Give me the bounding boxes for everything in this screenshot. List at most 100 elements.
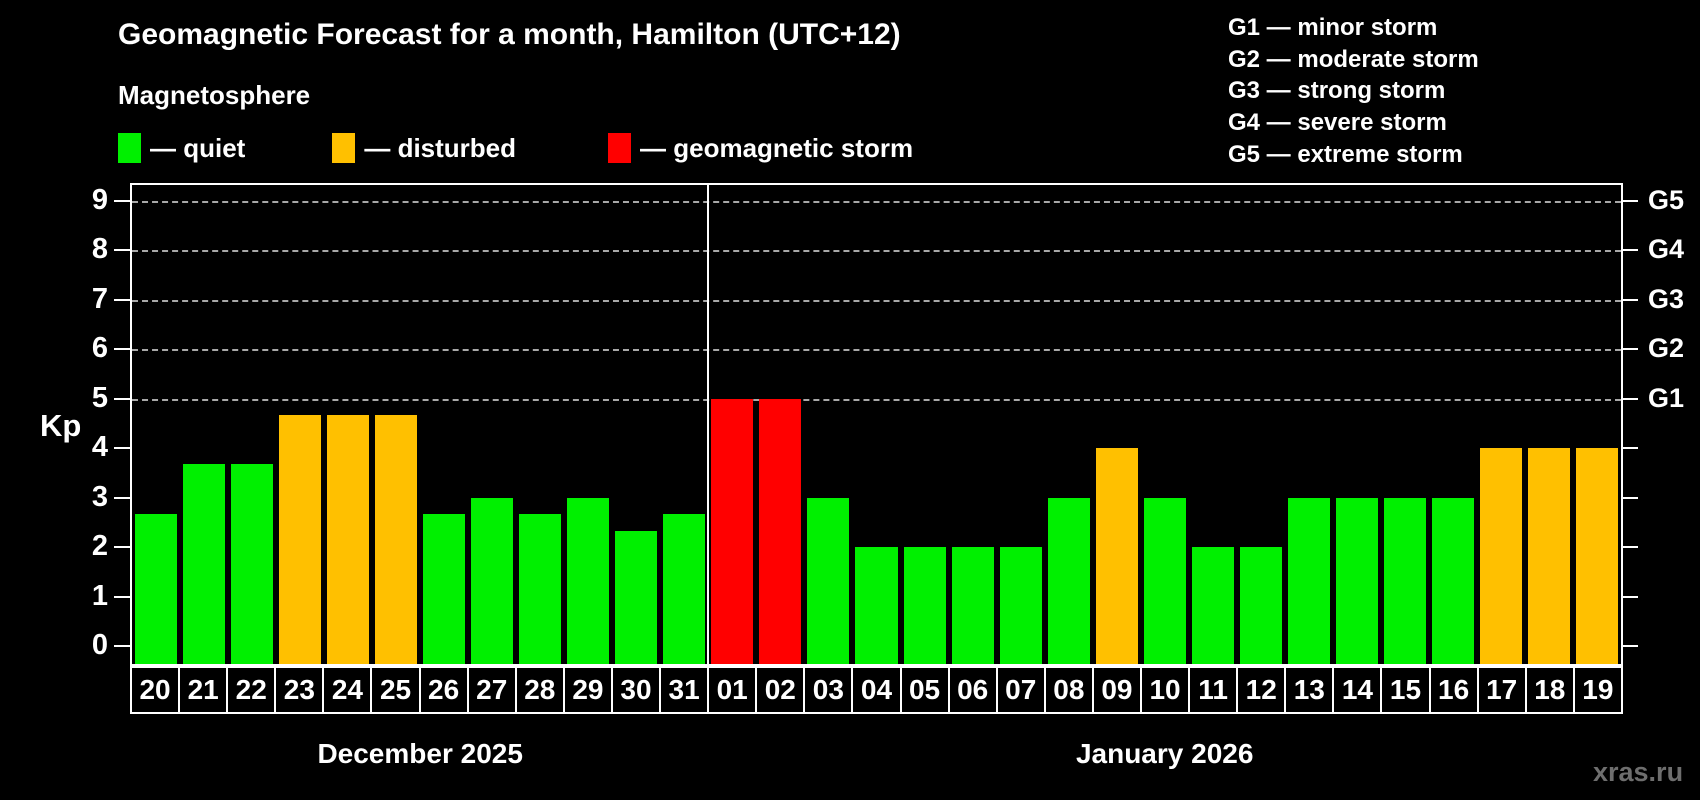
gridline-kp-6 bbox=[132, 349, 1621, 351]
day-cell-23: 23 bbox=[274, 668, 322, 712]
y-axis-title: Kp bbox=[40, 408, 82, 443]
day-cell-15: 15 bbox=[1380, 668, 1428, 712]
day-cell-02: 02 bbox=[755, 668, 803, 712]
day-cell-31: 31 bbox=[659, 668, 707, 712]
day-cell-05: 05 bbox=[899, 668, 948, 712]
kp-bar-day-10 bbox=[1143, 497, 1186, 664]
quiet-legend-label: — quiet bbox=[150, 132, 246, 163]
storm-color-swatch bbox=[608, 133, 632, 163]
left-tick-kp-0 bbox=[114, 645, 130, 647]
day-cell-25: 25 bbox=[370, 668, 418, 712]
left-tick-kp-2 bbox=[114, 546, 130, 548]
left-tick-kp-9 bbox=[114, 199, 130, 202]
day-cell-10: 10 bbox=[1139, 668, 1188, 712]
kp-bar-day-03 bbox=[807, 497, 850, 664]
g-legend-line: G4 — severe storm bbox=[1228, 109, 1447, 137]
gridline-kp-5 bbox=[132, 398, 1621, 401]
kp-bar-day-27 bbox=[471, 497, 514, 664]
g-scale-label-G2: G2 bbox=[1648, 333, 1685, 363]
day-cell-30: 30 bbox=[610, 668, 659, 712]
g-scale-label-G1: G1 bbox=[1648, 382, 1685, 413]
kp-bar-day-02 bbox=[759, 398, 802, 664]
month-label-january: January 2026 bbox=[1075, 738, 1254, 769]
g-legend-line: G5 — extreme storm bbox=[1228, 140, 1463, 168]
kp-bar-day-06 bbox=[951, 547, 994, 664]
storm-legend-label: — geomagnetic storm bbox=[640, 132, 914, 163]
day-cell-26: 26 bbox=[418, 668, 467, 712]
day-cell-11: 11 bbox=[1188, 668, 1236, 712]
kp-bar-day-21 bbox=[183, 464, 226, 664]
right-tick-kp-2 bbox=[1623, 546, 1638, 548]
day-cell-24: 24 bbox=[322, 668, 370, 712]
magnetosphere-subtitle: Magnetosphere bbox=[118, 80, 311, 110]
gridline-kp-7 bbox=[132, 299, 1621, 302]
day-cell-01: 01 bbox=[707, 668, 755, 712]
kp-bar-day-26 bbox=[423, 513, 466, 664]
disturbed-legend-label: — disturbed bbox=[364, 132, 517, 163]
page-title: Geomagnetic Forecast for a month, Hamilt… bbox=[118, 18, 901, 51]
day-cell-21: 21 bbox=[178, 668, 226, 712]
watermark: xras.ru bbox=[1593, 757, 1684, 787]
kp-bar-day-14 bbox=[1335, 497, 1378, 664]
right-tick-kp-5 bbox=[1623, 397, 1638, 400]
right-tick-kp-7 bbox=[1623, 298, 1638, 301]
gridline-kp-9 bbox=[132, 200, 1621, 203]
y-tick-label-8: 8 bbox=[91, 233, 108, 265]
right-tick-kp-4 bbox=[1623, 447, 1638, 449]
kp-bar-day-01 bbox=[711, 398, 754, 664]
day-cell-20: 20 bbox=[139, 674, 171, 705]
kp-bar-day-25 bbox=[375, 414, 418, 664]
y-tick-label-1: 1 bbox=[91, 579, 108, 612]
day-cell-16: 16 bbox=[1428, 668, 1477, 712]
kp-bar-day-15 bbox=[1383, 497, 1426, 664]
g-legend-line: G2 — moderate storm bbox=[1228, 45, 1479, 73]
kp-bar-day-11 bbox=[1191, 547, 1234, 664]
month-label-december: December 2025 bbox=[317, 738, 523, 769]
y-tick-label-3: 3 bbox=[91, 480, 108, 513]
kp-bar-day-07 bbox=[999, 547, 1042, 664]
left-tick-kp-3 bbox=[114, 496, 130, 499]
y-tick-label-5: 5 bbox=[91, 381, 108, 414]
y-tick-label-2: 2 bbox=[91, 530, 108, 562]
y-tick-label-6: 6 bbox=[91, 332, 108, 364]
right-tick-kp-0 bbox=[1623, 645, 1638, 647]
kp-bar-day-13 bbox=[1287, 497, 1330, 664]
kp-bar-chart-plot-area bbox=[130, 183, 1623, 666]
g-scale-label-G5: G5 bbox=[1648, 184, 1685, 215]
day-cell-06: 06 bbox=[947, 668, 996, 712]
kp-bar-day-12 bbox=[1239, 547, 1282, 664]
day-cell-17: 17 bbox=[1476, 668, 1525, 712]
right-tick-kp-8 bbox=[1623, 249, 1638, 251]
day-cell-19: 19 bbox=[1572, 668, 1621, 712]
day-axis-row: 20 21 22 23 24 25 26 27 28 29 30 31 01 02 03 04 05 06 07 08… bbox=[130, 666, 1623, 714]
kp-bar-day-28 bbox=[519, 513, 562, 664]
day-cell-12: 12 bbox=[1236, 668, 1284, 712]
day-cell-14: 14 bbox=[1332, 668, 1380, 712]
g-scale-label-G4: G4 bbox=[1648, 234, 1685, 264]
day-cell-18: 18 bbox=[1524, 668, 1573, 712]
month-separator-line bbox=[707, 185, 710, 664]
disturbed-color-swatch bbox=[332, 133, 356, 163]
day-cell-22: 22 bbox=[226, 668, 274, 712]
kp-bar-day-09 bbox=[1095, 448, 1138, 664]
kp-bar-day-23 bbox=[279, 414, 322, 664]
y-tick-label-0: 0 bbox=[91, 629, 108, 661]
left-tick-kp-1 bbox=[114, 595, 130, 598]
left-tick-kp-5 bbox=[114, 397, 130, 400]
kp-bar-day-08 bbox=[1047, 497, 1090, 664]
kp-bar-day-19 bbox=[1575, 448, 1618, 664]
day-cell-03: 03 bbox=[803, 668, 851, 712]
kp-bar-day-31 bbox=[663, 513, 706, 664]
right-tick-kp-3 bbox=[1623, 496, 1638, 499]
kp-bar-day-17 bbox=[1479, 448, 1522, 664]
left-tick-kp-8 bbox=[114, 249, 130, 251]
kp-bar-day-05 bbox=[903, 547, 946, 664]
left-tick-kp-6 bbox=[114, 348, 130, 350]
g-scale-label-G3: G3 bbox=[1648, 283, 1685, 314]
right-tick-kp-9 bbox=[1623, 199, 1638, 202]
y-tick-label-4: 4 bbox=[91, 431, 108, 463]
right-tick-kp-1 bbox=[1623, 595, 1638, 598]
kp-bar-day-04 bbox=[855, 547, 898, 664]
status-legend: — quiet — disturbed — geomagnetic storm bbox=[118, 132, 913, 164]
